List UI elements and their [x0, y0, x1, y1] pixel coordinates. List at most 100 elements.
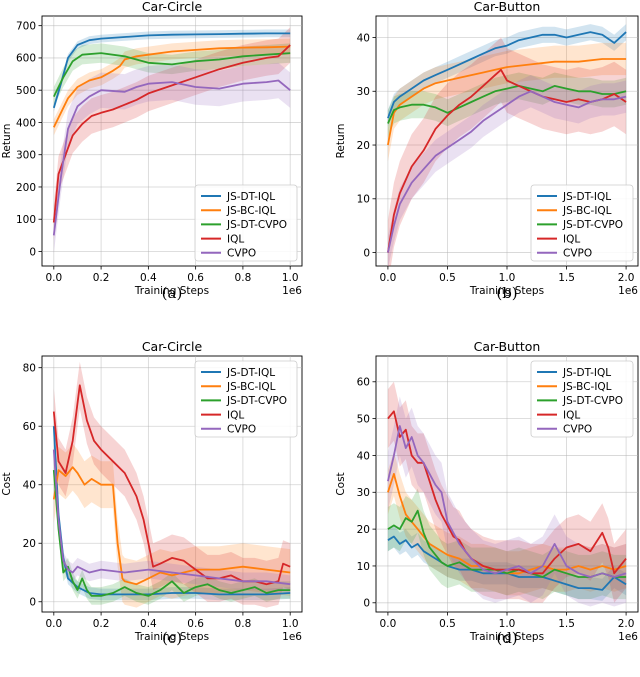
series-band-iql: [53, 27, 291, 241]
x-tick-label: 0.6: [187, 272, 204, 284]
chart-title: Car-Button: [474, 339, 541, 354]
y-tick-label: 0: [29, 597, 36, 609]
series-band-cvpo: [387, 396, 627, 607]
legend-label: JS-BC-IQL: [562, 381, 612, 393]
legend-box: [530, 184, 634, 262]
x-tick-label: 0.8: [235, 618, 252, 630]
y-tick-label: 200: [16, 182, 36, 194]
series-line-cvpo: [387, 425, 627, 578]
series-group: [52, 27, 291, 254]
series-group: [52, 361, 291, 608]
series-band-js-bc-iql: [387, 42, 627, 162]
y-tick-label: 600: [16, 53, 36, 65]
series-line-iql: [52, 44, 291, 223]
series-band-js-bc-iql: [387, 451, 627, 596]
series-line-cvpo: [52, 449, 291, 586]
legend-label: CVPO: [227, 248, 256, 260]
y-tick-label: 400: [16, 117, 36, 129]
series-band-js-dt-cvpo: [387, 488, 627, 600]
y-tick-label: 30: [357, 86, 370, 98]
x-tick-label: 0.0: [45, 618, 62, 630]
legend-label: JS-DT-CVPO: [562, 219, 623, 231]
series-line-iql: [387, 68, 627, 253]
series-band-js-dt-iql: [53, 420, 291, 601]
series-line-cvpo: [52, 79, 291, 236]
x-axis-label: Training Steps: [134, 631, 209, 643]
y-tick-label: 0: [363, 247, 370, 259]
series-line-js-dt-cvpo: [387, 509, 627, 578]
y-axis-label: Cost: [1, 472, 13, 495]
legend-label: JS-DT-CVPO: [562, 395, 623, 407]
y-tick-label: 0: [29, 246, 36, 258]
legend: JS-DT-IQL JS-BC-IQL JS-DT-CVPO IQL CVPO: [194, 184, 298, 262]
x-tick-label: 0.0: [380, 618, 397, 630]
x-tick-label: 0.0: [45, 272, 62, 284]
y-axis-label: Return: [1, 124, 13, 159]
y-tick-label: 20: [357, 140, 370, 152]
x-tick-label: 0.2: [93, 618, 110, 630]
x-tick-label: 0.8: [235, 272, 252, 284]
chart-panel-1: 0.0 0.5 1.0 1.5 2.0 0 10 20 30 40 Car-Button Traini…: [335, 0, 639, 302]
y-tick-label: 10: [357, 194, 370, 206]
legend-label: JS-DT-IQL: [562, 367, 611, 379]
series-line-js-dt-cvpo: [52, 470, 291, 597]
x-axis-label: Training Steps: [469, 285, 544, 297]
series-group: [387, 24, 627, 266]
x-tick-label: 2.0: [618, 272, 635, 284]
x-axis-multiplier: 1e6: [282, 285, 302, 297]
series-band-cvpo: [53, 440, 291, 593]
panel-caption: (a): [162, 284, 183, 302]
x-tick-label: 1.5: [558, 272, 575, 284]
x-tick-label: 2.0: [618, 618, 635, 630]
x-tick-label: 0.0: [380, 272, 397, 284]
legend-label: IQL: [563, 409, 580, 421]
series-line-js-dt-iql: [387, 535, 627, 591]
x-tick-label: 0.2: [93, 272, 110, 284]
y-tick-label: 40: [357, 32, 370, 44]
series-group: [387, 381, 627, 607]
legend-label: JS-BC-IQL: [562, 205, 612, 217]
y-tick-label: 60: [357, 377, 370, 389]
panel-caption: (b): [496, 284, 517, 302]
x-tick-label: 1.0: [499, 272, 516, 284]
y-tick-label: 40: [357, 450, 370, 462]
x-tick-label: 0.5: [439, 618, 456, 630]
legend: JS-DT-IQL JS-BC-IQL JS-DT-CVPO IQL CVPO: [194, 360, 298, 438]
chart-title: Car-Circle: [142, 0, 203, 14]
legend-label: CVPO: [227, 424, 256, 436]
series-line-js-dt-iql: [387, 31, 627, 119]
y-tick-label: 30: [357, 487, 370, 499]
x-tick-label: 1.0: [499, 618, 516, 630]
legend: JS-DT-IQL JS-BC-IQL JS-DT-CVPO IQL CVPO: [530, 360, 634, 438]
x-tick-label: 0.5: [439, 272, 456, 284]
x-tick-label: 1.5: [558, 618, 575, 630]
x-tick-label: 0.4: [140, 272, 157, 284]
legend-label: CVPO: [563, 248, 592, 260]
legend-label: JS-DT-CVPO: [226, 395, 287, 407]
y-tick-label: 20: [23, 538, 36, 550]
x-tick-label: 0.6: [187, 618, 204, 630]
y-axis-label: Cost: [335, 472, 347, 495]
y-tick-label: 300: [16, 150, 36, 162]
series-band-js-bc-iql: [53, 38, 291, 136]
chart-panel-0: 0.0 0.2 0.4 0.6 0.8 1.0 0 100 200 300 400 500 600 700…: [1, 0, 303, 302]
series-line-js-bc-iql: [52, 466, 291, 586]
x-axis-multiplier: 1e6: [282, 631, 302, 643]
y-tick-label: 500: [16, 85, 36, 97]
series-band-iql: [387, 37, 627, 266]
y-tick-label: 0: [363, 598, 370, 610]
y-tick-label: 50: [357, 413, 370, 425]
x-tick-label: 1.0: [282, 272, 299, 284]
chart-panel-3: 0.0 0.5 1.0 1.5 2.0 0 10 20 30 40 50 60 Car-Button Tr…: [335, 339, 639, 647]
chart-title: Car-Circle: [142, 339, 203, 354]
series-line-js-dt-cvpo: [387, 85, 627, 124]
y-tick-label: 80: [23, 363, 36, 375]
legend-box: [530, 360, 634, 438]
legend-label: CVPO: [563, 424, 592, 436]
y-tick-label: 10: [357, 561, 370, 573]
legend-label: JS-BC-IQL: [226, 205, 276, 217]
series-line-js-dt-cvpo: [52, 52, 291, 97]
legend-box: [194, 360, 298, 438]
x-axis-multiplier: 1e6: [618, 285, 638, 297]
